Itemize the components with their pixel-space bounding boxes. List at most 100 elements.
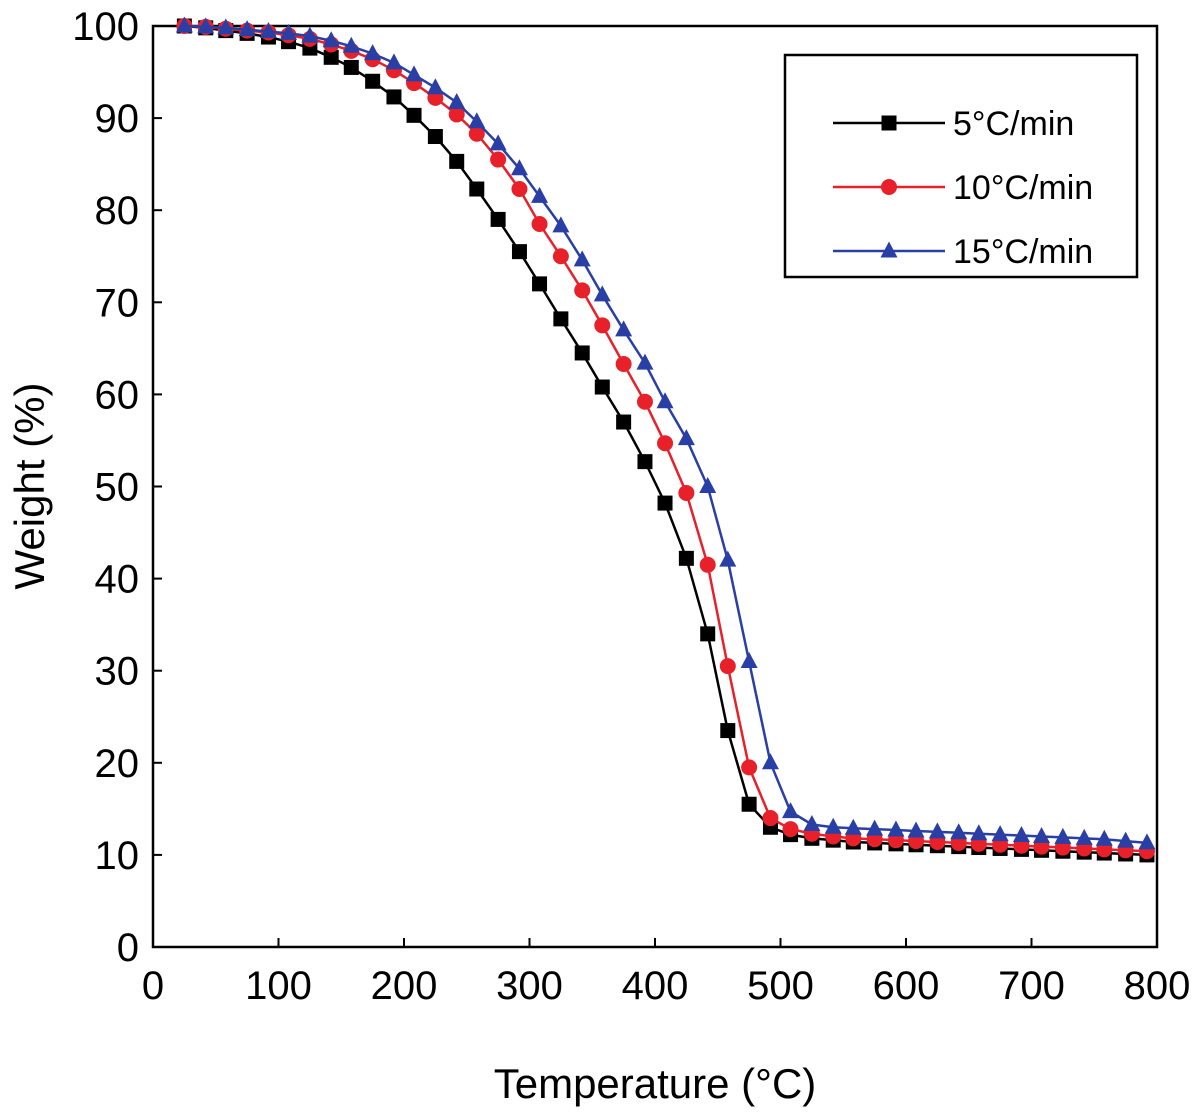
marker [615, 320, 633, 337]
marker [238, 20, 256, 37]
marker [1054, 827, 1072, 844]
marker [469, 181, 485, 197]
marker [881, 115, 897, 131]
y-tick-label: 0 [117, 926, 139, 970]
y-tick-label: 10 [95, 834, 140, 878]
marker [782, 802, 800, 819]
marker [365, 73, 381, 89]
y-tick-label: 30 [95, 650, 140, 694]
marker [824, 817, 842, 834]
marker [448, 106, 465, 123]
marker [593, 285, 611, 302]
marker [740, 651, 758, 668]
marker [532, 276, 548, 292]
marker [385, 53, 403, 70]
legend-label: 10°C/min [953, 169, 1093, 207]
marker [490, 151, 507, 168]
marker [803, 815, 821, 832]
y-tick-label: 90 [95, 97, 140, 141]
marker [301, 26, 319, 43]
marker [719, 658, 736, 675]
legend: 5°C/min 10°C/min 15°C/min [783, 53, 1139, 279]
y-axis-title: Weight (%) [6, 383, 53, 590]
marker [405, 65, 423, 82]
marker [881, 179, 897, 195]
y-tick-label: 70 [95, 281, 140, 325]
marker [259, 22, 277, 39]
marker [887, 820, 905, 837]
x-tick-label: 300 [496, 964, 563, 1008]
marker [950, 823, 968, 840]
marker [700, 626, 716, 642]
marker [761, 753, 779, 770]
marker [637, 454, 653, 470]
x-tick-label: 700 [998, 964, 1065, 1008]
marker [449, 153, 465, 169]
marker [364, 44, 382, 61]
y-tick-label: 100 [72, 5, 139, 49]
marker [511, 244, 527, 260]
marker [741, 796, 757, 812]
marker [678, 550, 694, 566]
marker [406, 107, 422, 123]
marker [573, 250, 591, 267]
marker [1033, 826, 1051, 843]
marker [1117, 831, 1135, 848]
y-tick-label: 40 [95, 558, 140, 602]
marker [510, 159, 528, 176]
marker [657, 435, 674, 452]
marker [991, 825, 1009, 842]
marker [677, 429, 695, 446]
x-tick-label: 100 [245, 964, 312, 1008]
plot-frame [151, 24, 1159, 949]
marker [574, 282, 591, 299]
marker [427, 129, 443, 145]
x-tick-label: 0 [142, 964, 164, 1008]
marker [699, 477, 717, 493]
marker [574, 345, 590, 361]
marker [531, 186, 549, 203]
marker [489, 134, 507, 151]
marker [426, 78, 444, 95]
marker [552, 248, 569, 265]
marker [636, 393, 653, 410]
marker [636, 353, 654, 370]
marker [490, 211, 506, 227]
marker [782, 821, 799, 838]
marker [197, 17, 215, 34]
marker [594, 379, 610, 395]
marker [1012, 826, 1030, 843]
y-tick-label: 60 [95, 373, 140, 417]
marker [741, 759, 758, 776]
marker [616, 414, 632, 430]
marker [866, 819, 884, 836]
marker [343, 59, 359, 75]
legend-label: 5°C/min [953, 105, 1074, 143]
marker [1095, 829, 1113, 846]
marker [531, 216, 548, 233]
marker [175, 16, 193, 33]
x-tick-label: 500 [747, 964, 814, 1008]
marker [342, 36, 360, 53]
y-tick-label: 80 [95, 189, 140, 233]
marker [699, 556, 716, 573]
marker [1075, 828, 1093, 845]
x-axis-title: Temperature (°C) [494, 1060, 817, 1107]
marker [448, 92, 466, 109]
x-tick-label: 600 [873, 964, 940, 1008]
marker [928, 822, 946, 839]
marker [217, 18, 235, 35]
marker [280, 23, 298, 40]
marker [615, 356, 632, 373]
legend-box [783, 53, 1139, 279]
marker [762, 810, 779, 827]
marker [907, 821, 925, 838]
y-tick-label: 50 [95, 466, 140, 510]
marker [594, 317, 611, 334]
marker [657, 495, 673, 511]
x-tick-label: 200 [371, 964, 438, 1008]
marker [1138, 833, 1156, 850]
marker [552, 216, 570, 233]
